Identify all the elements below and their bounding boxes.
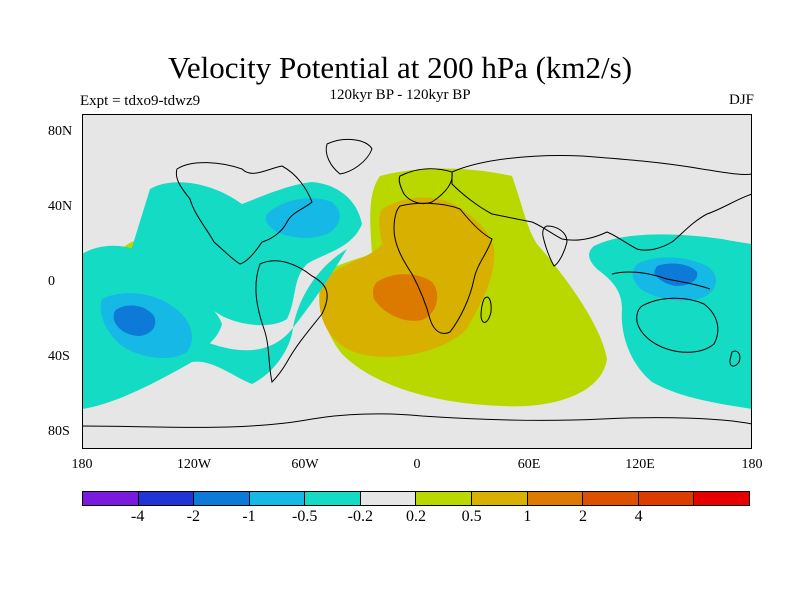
x-tick-60w: 60W xyxy=(291,457,319,472)
chart-subtitle: 120kyr BP - 120kyr BP xyxy=(329,87,471,103)
colorbar-label: -1 xyxy=(242,508,256,525)
colorbar xyxy=(82,491,750,506)
colorbar-box xyxy=(360,492,417,505)
x-tick-120e: 120E xyxy=(625,457,655,472)
colorbar-box xyxy=(138,492,195,505)
x-tick-120w: 120W xyxy=(176,457,212,472)
x-tick-0: 0 xyxy=(413,457,421,472)
map-canvas xyxy=(82,114,752,449)
coast-north-america xyxy=(175,162,313,265)
map-frame xyxy=(82,114,752,449)
x-tick-180w: 180 xyxy=(71,457,93,472)
y-tick-40s: 40S xyxy=(48,349,70,364)
colorbar-label: 4 xyxy=(634,508,643,525)
x-tick-60e: 60E xyxy=(517,457,541,472)
coast-asia xyxy=(451,155,752,251)
colorbar-label: -4 xyxy=(130,508,145,525)
colorbar-box xyxy=(249,492,306,505)
colorbar-label: -0.5 xyxy=(291,508,318,525)
colorbar-box xyxy=(472,492,528,505)
colorbar-box xyxy=(83,492,139,505)
y-tick-40n: 40N xyxy=(48,199,73,214)
coast-india xyxy=(542,225,568,267)
colorbar-box xyxy=(638,492,695,505)
y-tick-80s: 80S xyxy=(48,424,70,439)
coast-antarctica xyxy=(82,413,752,428)
region-negative-strong-pacific xyxy=(113,305,156,336)
coast-south-america xyxy=(255,260,328,383)
colorbar-label: 1 xyxy=(523,508,532,525)
coast-australia xyxy=(636,297,719,353)
colorbar-box xyxy=(694,492,749,505)
colorbar-box xyxy=(527,492,584,505)
coast-greenland xyxy=(325,138,373,175)
season-label: DJF xyxy=(728,92,754,108)
region-negative-moderate-atlantic xyxy=(265,198,340,238)
velocity-potential-map xyxy=(82,114,752,449)
region-negative-strong-maritime xyxy=(654,263,698,286)
colorbar-label: 0.5 xyxy=(461,508,482,525)
region-positive-strong xyxy=(373,274,438,321)
colorbar-label: 0.2 xyxy=(406,508,426,525)
coast-europe xyxy=(398,168,453,205)
colorbar-box xyxy=(194,492,250,505)
colorbar-label: -2 xyxy=(186,508,200,525)
experiment-label: Expt = tdxo9-tdwz9 xyxy=(80,93,201,109)
coast-new-zealand xyxy=(729,350,741,367)
coast-indonesia xyxy=(611,271,711,290)
region-positive-weak-indian xyxy=(552,324,579,344)
y-tick-0: 0 xyxy=(48,274,55,289)
colorbar-box xyxy=(583,492,639,505)
colorbar-label: 2 xyxy=(579,508,587,525)
coastlines xyxy=(82,138,752,428)
x-tick-180e: 180 xyxy=(741,457,763,472)
colorbar-box xyxy=(416,492,473,505)
coast-madagascar xyxy=(480,296,492,323)
colorbar-box xyxy=(305,492,361,505)
chart-title: Velocity Potential at 200 hPa (km2/s) xyxy=(167,50,633,85)
colorbar-label: -0.2 xyxy=(347,508,373,525)
y-tick-80n: 80N xyxy=(48,124,73,139)
coast-africa xyxy=(393,202,493,334)
